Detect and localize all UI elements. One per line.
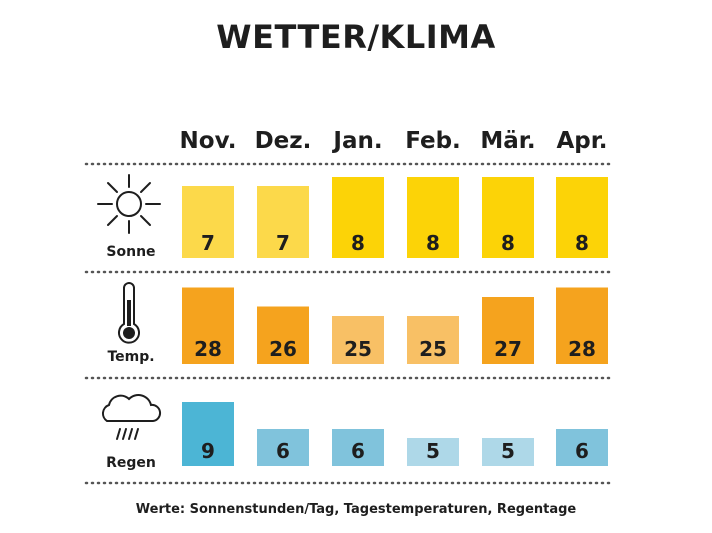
value-label: 25 <box>344 337 372 361</box>
bar <box>257 306 309 364</box>
month-label: Feb. <box>405 128 461 154</box>
row-temp: Temp. 28 26 25 25 27 28 <box>107 287 608 365</box>
bar <box>482 177 534 258</box>
value-label: 6 <box>351 439 365 463</box>
row-label: Regen <box>106 455 156 471</box>
value-label: 5 <box>501 439 515 463</box>
month-label: Jan. <box>331 128 382 154</box>
value-label: 7 <box>276 231 290 255</box>
value-label: 8 <box>575 231 589 255</box>
value-label: 6 <box>575 439 589 463</box>
sun-icon <box>97 174 161 234</box>
bar <box>556 287 608 364</box>
value-label: 6 <box>276 439 290 463</box>
bar <box>407 177 459 258</box>
bar <box>556 177 608 258</box>
month-labels: Nov. Dez. Jan. Feb. Mär. Apr. <box>180 128 608 154</box>
value-label: 25 <box>419 337 447 361</box>
data-rows: Sonne 7 7 8 8 8 8 Temp. 28 26 25 25 27 28 Regen 9 6 6 5 5 6 <box>106 177 608 471</box>
bar <box>257 186 309 258</box>
bar <box>407 316 459 364</box>
rain-cloud-icon <box>102 394 162 440</box>
month-label: Mär. <box>480 128 535 154</box>
bar <box>482 297 534 364</box>
row-sonne: Sonne 7 7 8 8 8 8 <box>106 177 608 260</box>
page-title: WETTER/KLIMA <box>216 18 496 56</box>
bar <box>332 177 384 258</box>
row-label: Temp. <box>107 349 154 365</box>
bar <box>182 287 234 364</box>
value-label: 5 <box>426 439 440 463</box>
value-label: 8 <box>351 231 365 255</box>
thermometer-icon <box>118 282 140 344</box>
row-label: Sonne <box>106 244 155 260</box>
bar <box>182 186 234 258</box>
month-label: Dez. <box>255 128 312 154</box>
value-label: 28 <box>194 337 222 361</box>
value-label: 26 <box>269 337 297 361</box>
value-label: 8 <box>501 231 515 255</box>
row-dividers <box>84 162 614 485</box>
footnote: Werte: Sonnenstunden/Tag, Tagestemperatu… <box>135 502 577 517</box>
value-label: 28 <box>568 337 596 361</box>
row-regen: Regen 9 6 6 5 5 6 <box>106 402 608 471</box>
month-label: Apr. <box>556 128 607 154</box>
month-label: Nov. <box>180 128 237 154</box>
bar <box>482 438 534 466</box>
value-label: 8 <box>426 231 440 255</box>
value-label: 7 <box>201 231 215 255</box>
bar <box>556 429 608 466</box>
bar <box>332 429 384 466</box>
bar <box>407 438 459 466</box>
bar <box>182 402 234 466</box>
bar <box>332 316 384 364</box>
value-label: 9 <box>201 439 215 463</box>
bar <box>257 429 309 466</box>
value-label: 27 <box>494 337 522 361</box>
